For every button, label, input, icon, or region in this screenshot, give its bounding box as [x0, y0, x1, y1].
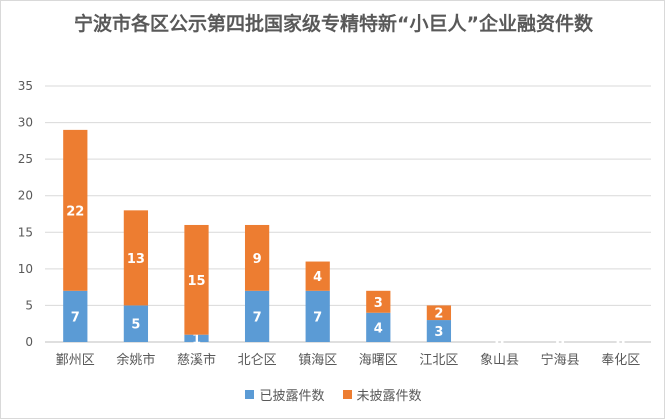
y-tick-label: 15	[18, 225, 33, 239]
x-tick-label: 北仑区	[238, 353, 277, 368]
y-tick-label: 5	[25, 298, 33, 312]
x-tick-label: 鄞州区	[56, 353, 95, 368]
data-label-disclosed: 5	[131, 318, 140, 333]
data-label-undisclosed: 2	[434, 307, 443, 322]
data-label-undisclosed: 13	[127, 252, 145, 267]
y-tick-label: 30	[18, 116, 33, 130]
data-label-undisclosed: 22	[66, 204, 84, 219]
data-label-undisclosed: 0	[616, 336, 625, 351]
x-tick-label: 海曙区	[359, 353, 398, 368]
x-tick-label: 镇海区	[298, 353, 337, 368]
bar-undisclosed	[123, 210, 149, 306]
x-tick-label: 余姚市	[116, 352, 155, 368]
data-label-undisclosed: 3	[374, 296, 383, 311]
bar-disclosed	[366, 312, 391, 342]
x-tick-label: 宁海县	[541, 352, 580, 368]
bar-disclosed	[305, 290, 330, 342]
data-label-disclosed: 0	[616, 336, 625, 351]
data-label-disclosed: 4	[374, 321, 383, 336]
data-label-disclosed: 3	[434, 325, 443, 340]
legend-label-disclosed: 已披露件数	[259, 389, 325, 404]
bar-disclosed	[244, 290, 270, 342]
data-label-undisclosed: 4	[313, 270, 322, 285]
legend-swatch-disclosed	[245, 390, 255, 399]
bar-undisclosed	[184, 224, 209, 335]
x-tick-label: 象山县	[480, 353, 519, 368]
data-label-disclosed: 7	[71, 310, 80, 325]
x-tick-label: 慈溪市	[177, 352, 216, 368]
data-label-disclosed: 0	[495, 336, 504, 351]
x-tick-label: 奉化区	[601, 353, 640, 368]
bar-disclosed	[123, 305, 149, 342]
data-label-undisclosed: 0	[495, 336, 504, 351]
chart-title: 宁波市各区公示第四批国家级专精特新“小巨人”企业融资件数	[74, 13, 593, 35]
data-label-undisclosed: 0	[556, 336, 565, 351]
data-label-undisclosed: 9	[253, 252, 262, 267]
bar-undisclosed	[305, 261, 330, 291]
data-label-undisclosed: 15	[187, 274, 205, 289]
data-label-disclosed: 7	[313, 310, 322, 325]
bar-disclosed	[426, 320, 452, 342]
legend-item-disclosed: 已披露件数	[245, 385, 325, 404]
y-tick-label: 0	[25, 335, 33, 349]
bar-undisclosed	[63, 129, 88, 291]
y-tick-label: 10	[18, 262, 33, 276]
y-tick-label: 20	[18, 189, 33, 203]
bar-undisclosed	[366, 290, 391, 313]
bar-disclosed	[184, 334, 209, 342]
bar-undisclosed	[426, 305, 452, 321]
data-label-disclosed: 1	[192, 332, 201, 347]
legend-swatch-undisclosed	[342, 390, 352, 399]
chart-legend: 已披露件数 未披露件数	[1, 385, 665, 404]
x-tick-label: 江北区	[419, 353, 458, 368]
y-tick-label: 35	[18, 79, 33, 93]
data-label-disclosed: 7	[253, 310, 262, 325]
legend-label-undisclosed: 未披露件数	[356, 389, 422, 404]
data-label-disclosed: 0	[556, 336, 565, 351]
legend-item-undisclosed: 未披露件数	[342, 385, 422, 404]
y-tick-label: 25	[18, 152, 33, 166]
bar-undisclosed	[244, 224, 270, 291]
bar-disclosed	[63, 290, 88, 342]
